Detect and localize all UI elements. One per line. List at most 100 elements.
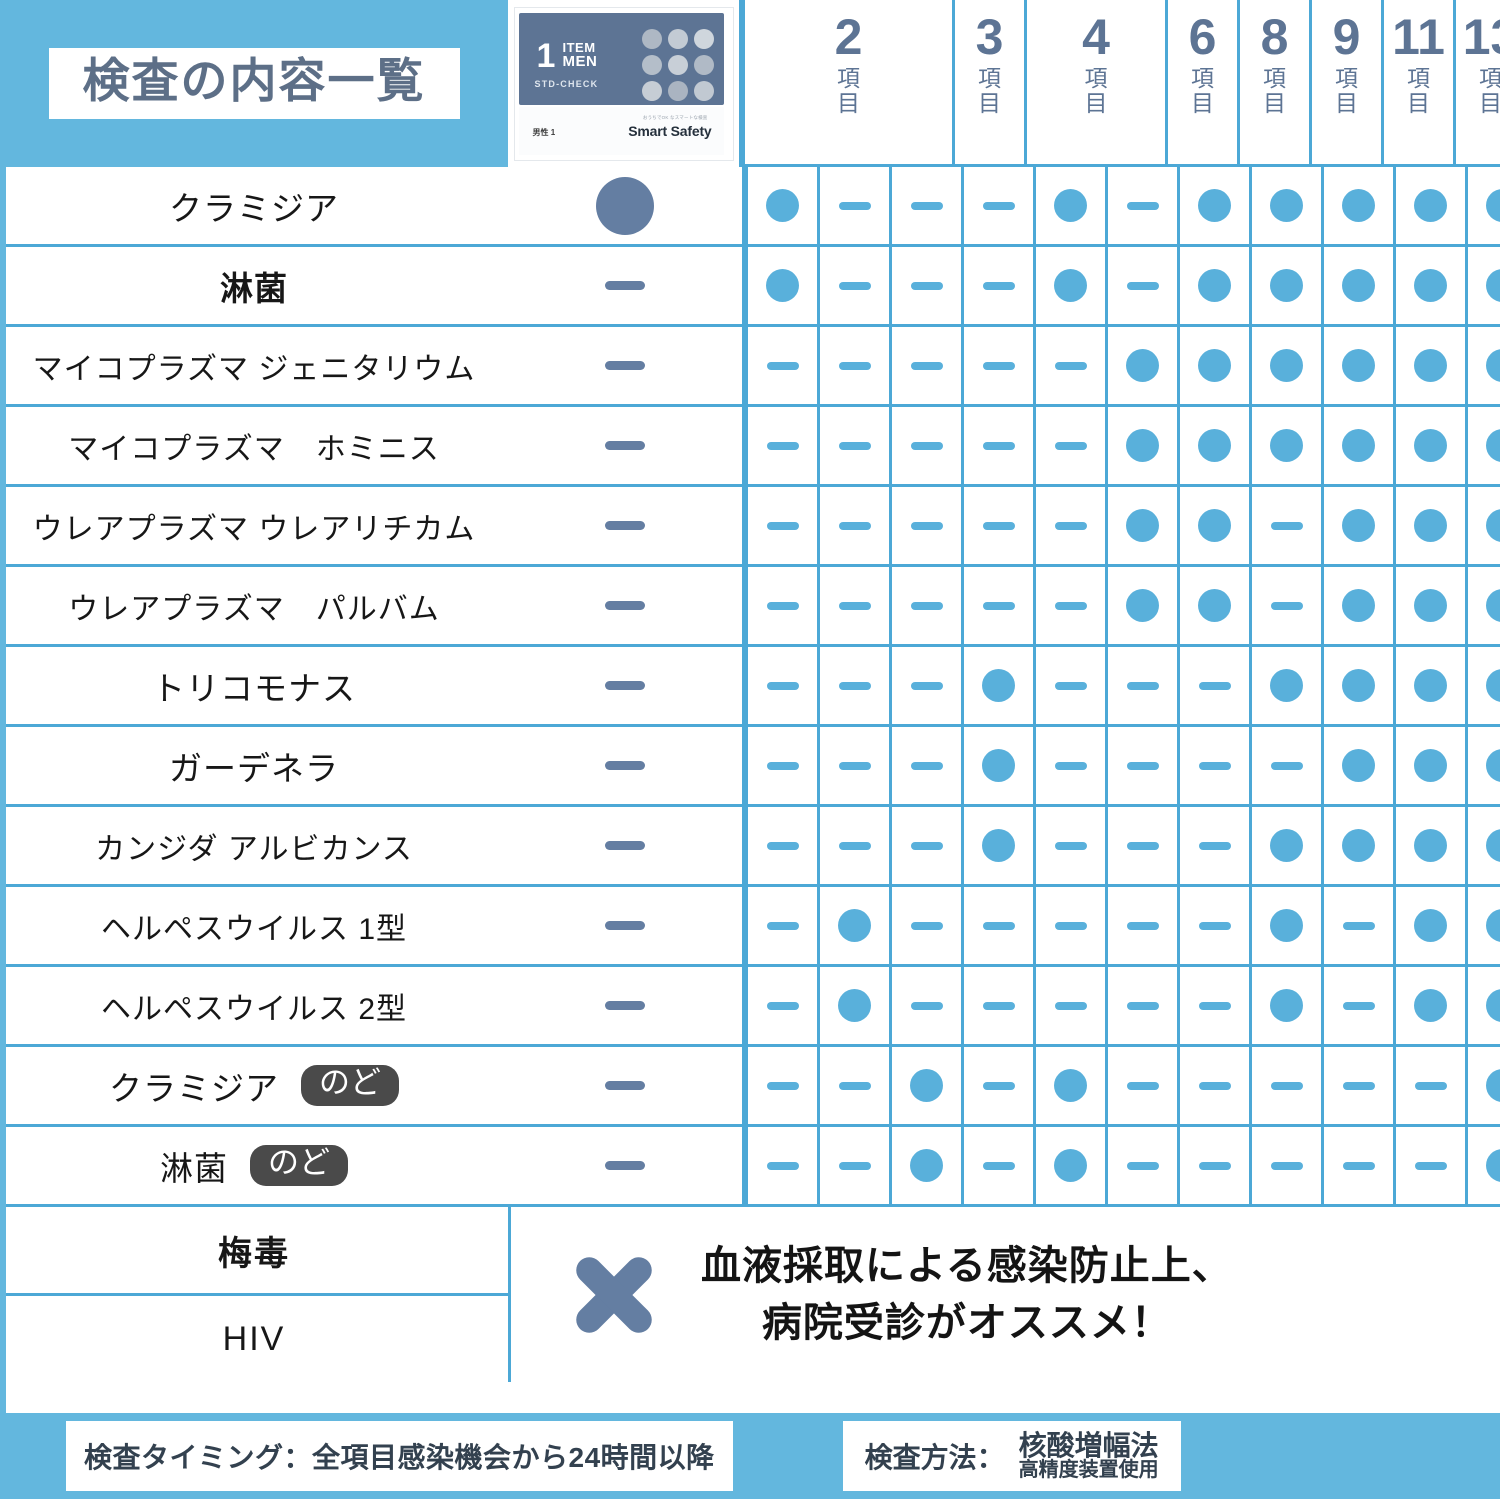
row-label-cell: 淋菌 のど: [0, 1127, 508, 1204]
excluded-dash-icon: [766, 361, 799, 370]
included-dot-icon: [1054, 1069, 1087, 1102]
excluded-dash-icon: [1126, 1001, 1159, 1010]
self-kit-cell: [508, 807, 745, 884]
excluded-dash-icon: [910, 361, 943, 370]
dash-icon: [605, 441, 645, 450]
included-dot-icon: [1342, 829, 1375, 862]
product-brand: Smart Safety: [628, 122, 712, 139]
data-cell: [1321, 407, 1393, 484]
filled-dot-icon: [596, 176, 654, 235]
row-label-text: ヘルペスウイルス 1型: [100, 912, 408, 946]
included-dot-icon: [1486, 509, 1500, 542]
data-cell: [817, 887, 889, 964]
data-cell: [1465, 487, 1500, 564]
excluded-dash-icon: [1126, 1161, 1159, 1170]
included-dot-icon: [1486, 349, 1500, 382]
table-row: 淋菌: [0, 247, 1500, 327]
excluded-dash-icon: [838, 1161, 871, 1170]
excluded-dash-icon: [982, 601, 1015, 610]
dash-icon: [605, 521, 645, 530]
excluded-dash-icon: [1270, 521, 1303, 530]
excluded-dash-icon: [1126, 1081, 1159, 1090]
row-label-text: ヘルペスウイルス 2型: [100, 992, 408, 1026]
data-cell: [889, 967, 961, 1044]
data-cell: [1249, 247, 1321, 324]
data-cell: [1177, 327, 1249, 404]
data-cell: [745, 487, 817, 564]
data-cell: [961, 1127, 1033, 1204]
self-kit-cell: [508, 567, 745, 644]
throat-badge: のど: [301, 1065, 399, 1106]
footer-band: 検査タイミング：全項目感染機会から24時間以降 検査方法： 核酸増幅法 高精度装…: [0, 1413, 1500, 1499]
table-row: マイコプラズマ ホミニス: [0, 407, 1500, 487]
row-label-text: マイコプラズマ ホミニス: [68, 432, 440, 466]
table-row: トリコモナス: [0, 647, 1500, 727]
included-dot-icon: [838, 989, 871, 1022]
data-cell: [889, 1127, 961, 1204]
included-dot-icon: [1126, 349, 1159, 382]
column-header-count: 4: [1082, 9, 1110, 65]
data-cell: [1105, 247, 1177, 324]
excluded-dash-icon: [838, 601, 871, 610]
included-dot-icon: [1270, 669, 1303, 702]
self-kit-cell: [508, 647, 745, 724]
method-label: 検査方法：: [864, 1442, 1005, 1473]
data-cell: [1465, 1127, 1500, 1204]
excluded-dash-icon: [910, 841, 943, 850]
row-label-text: 淋菌: [160, 1149, 228, 1187]
data-cell: [889, 407, 961, 484]
excluded-dash-icon: [910, 281, 943, 290]
table-row: ウレアプラズマ ウレアリチカム: [0, 487, 1500, 567]
data-cell: [1249, 807, 1321, 884]
included-dot-icon: [982, 829, 1015, 862]
data-cell: [889, 727, 961, 804]
row-label-cell: トリコモナス: [0, 647, 508, 724]
data-cell: [1465, 327, 1500, 404]
row-label-cell: クラミジア: [0, 167, 508, 244]
table-row: マイコプラズマ ジェニタリウム: [0, 327, 1500, 407]
data-cell: [745, 887, 817, 964]
excluded-dash-icon: [1198, 921, 1231, 930]
column-header-13-items: 13項目: [1453, 0, 1500, 167]
included-dot-icon: [1486, 269, 1500, 302]
data-cell: [889, 327, 961, 404]
left-edge-band: [0, 0, 6, 1499]
included-dot-icon: [982, 669, 1015, 702]
data-cell: [1249, 1047, 1321, 1124]
included-dot-icon: [1126, 589, 1159, 622]
self-kit-cell: [508, 407, 745, 484]
data-cell: [1177, 407, 1249, 484]
excluded-dash-icon: [766, 521, 799, 530]
included-dot-icon: [1342, 589, 1375, 622]
dash-icon: [605, 921, 645, 930]
data-cell: [1177, 967, 1249, 1044]
data-cell: [1177, 247, 1249, 324]
included-dot-icon: [1342, 509, 1375, 542]
data-cell: [817, 1047, 889, 1124]
excluded-dash-icon: [1342, 921, 1375, 930]
excluded-dash-icon: [910, 761, 943, 770]
included-dot-icon: [1198, 349, 1231, 382]
data-cell: [1105, 647, 1177, 724]
table-row: ヘルペスウイルス 2型: [0, 967, 1500, 1047]
included-dot-icon: [1198, 429, 1231, 462]
included-dot-icon: [1414, 909, 1447, 942]
data-cell: [1177, 567, 1249, 644]
data-cell: [1249, 1127, 1321, 1204]
included-dot-icon: [1342, 349, 1375, 382]
excluded-dash-icon: [1054, 761, 1087, 770]
excluded-dash-icon: [1054, 521, 1087, 530]
data-cell: [1321, 1047, 1393, 1124]
product-std-check-label: STD-CHECK: [534, 78, 599, 89]
data-cell: [1465, 647, 1500, 724]
data-cell: [1033, 727, 1105, 804]
included-dot-icon: [1414, 669, 1447, 702]
included-dot-icon: [1270, 189, 1303, 222]
data-cell: [1465, 567, 1500, 644]
excluded-dash-icon: [1342, 1081, 1375, 1090]
included-dot-icon: [1414, 989, 1447, 1022]
excluded-dash-icon: [982, 1001, 1015, 1010]
